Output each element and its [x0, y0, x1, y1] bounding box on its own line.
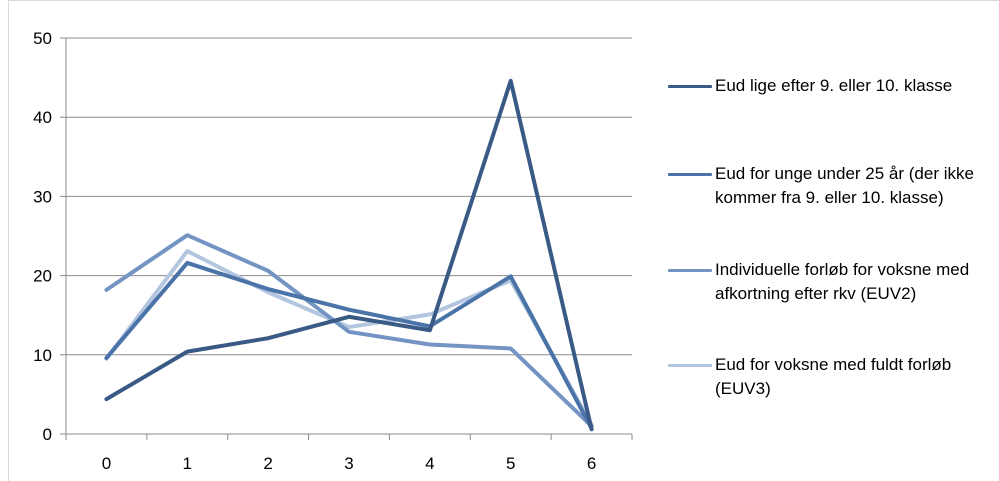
- x-tick-label-0: 0: [102, 454, 111, 473]
- chart-frame-left: [8, 0, 9, 481]
- gridlines: [66, 37, 632, 356]
- x-tick-label-3: 3: [344, 454, 353, 473]
- y-tick-label-50: 50: [33, 29, 52, 48]
- series-line-4: [104, 249, 594, 427]
- legend-label-2: Eud for unge under 25 år (der ikke komme…: [715, 164, 974, 207]
- x-tick-label-2: 2: [263, 454, 272, 473]
- axes: [60, 37, 633, 440]
- legend-item-3: Individuelle forløb for voksne med afkor…: [668, 258, 985, 306]
- y-tick-label-0: 0: [43, 425, 52, 444]
- legend-item-4: Eud for voksne med fuldt forløb (EUV3): [668, 353, 975, 401]
- x-tick-label-5: 5: [506, 454, 515, 473]
- series-line-2: [104, 260, 594, 431]
- chart-frame-top: [8, 0, 999, 1]
- y-tick-label-10: 10: [33, 346, 52, 365]
- series-line-1: [104, 78, 594, 432]
- tick-labels: 0 10 20 30 40 50 0 1 2 3 4 5 6: [33, 29, 596, 473]
- legend-swatch-1: [668, 85, 712, 88]
- y-tick-label-40: 40: [33, 108, 52, 127]
- legend-label-3: Individuelle forløb for voksne med afkor…: [715, 260, 970, 303]
- legend-swatch-3: [668, 269, 712, 272]
- legend-swatch-2: [668, 173, 712, 176]
- x-tick-label-6: 6: [587, 454, 596, 473]
- legend-item-2: Eud for unge under 25 år (der ikke komme…: [668, 162, 985, 210]
- legend-label-4: Eud for voksne med fuldt forløb (EUV3): [715, 355, 952, 398]
- x-tick-label-1: 1: [183, 454, 192, 473]
- legend-swatch-4: [668, 364, 712, 367]
- y-tick-label-30: 30: [33, 187, 52, 206]
- series-lines: [104, 78, 594, 432]
- x-tick-label-4: 4: [425, 454, 434, 473]
- series-line-3: [104, 233, 594, 429]
- legend-item-1: Eud lige efter 9. eller 10. klasse: [668, 74, 995, 98]
- y-tick-label-20: 20: [33, 267, 52, 286]
- legend-label-1: Eud lige efter 9. eller 10. klasse: [715, 76, 953, 95]
